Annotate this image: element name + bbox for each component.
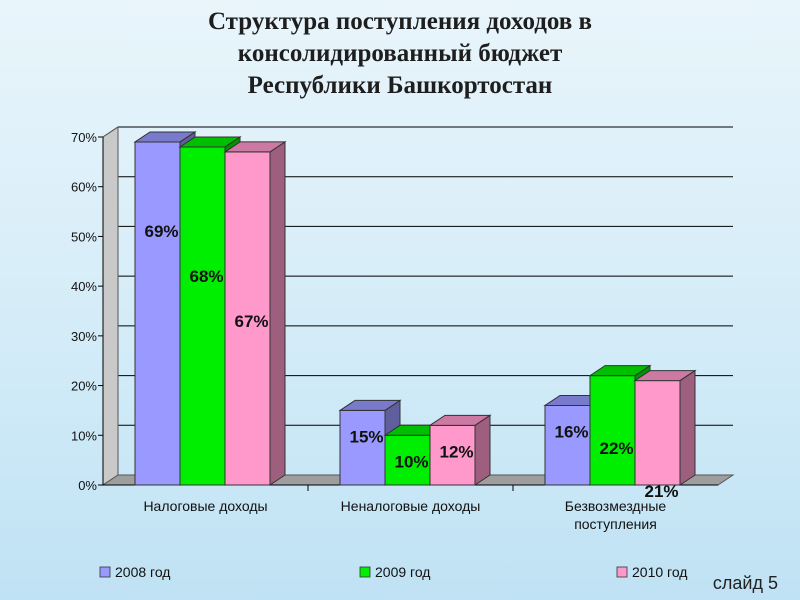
data-label: 22% bbox=[599, 439, 633, 458]
bar-front bbox=[634, 380, 681, 486]
bar-front bbox=[589, 375, 636, 486]
bar-front bbox=[134, 141, 181, 486]
chart-title: Структура поступления доходов в консолид… bbox=[0, 6, 800, 102]
bar-top bbox=[133, 131, 197, 143]
data-label: 68% bbox=[189, 267, 223, 286]
bar-top bbox=[223, 141, 287, 153]
bar-top bbox=[338, 399, 402, 411]
bar-front bbox=[339, 409, 386, 486]
y-tick-label: 30% bbox=[71, 329, 97, 344]
bar-top bbox=[633, 370, 697, 382]
y-tick-label: 50% bbox=[71, 229, 97, 244]
title-line-2: консолидированный бюджет bbox=[237, 40, 563, 67]
y-tick-label: 10% bbox=[71, 428, 97, 443]
slide-number: слайд 5 bbox=[712, 573, 778, 593]
legend-swatch bbox=[99, 566, 111, 578]
x-tick-label: Неналоговые доходы bbox=[341, 498, 481, 514]
bar bbox=[428, 414, 492, 486]
bar-top bbox=[588, 365, 652, 377]
title-line-1: Структура поступления доходов в bbox=[207, 8, 593, 35]
bar-front bbox=[429, 424, 476, 486]
legend-swatch bbox=[359, 566, 371, 578]
data-label: 15% bbox=[349, 427, 383, 446]
y-tick-label: 0% bbox=[78, 478, 97, 493]
y-tick-label: 20% bbox=[71, 379, 97, 394]
data-label: 16% bbox=[554, 422, 588, 441]
data-label: 12% bbox=[439, 442, 473, 461]
data-labels: 69% 68% 67% 15% 10% 12% 16% 22% 21% bbox=[144, 222, 678, 501]
bar-top bbox=[428, 414, 492, 426]
x-tick-label: Налоговые доходы bbox=[143, 498, 267, 514]
data-label: 69% bbox=[144, 222, 178, 241]
bars bbox=[133, 131, 697, 486]
y-tick-label: 70% bbox=[71, 130, 97, 145]
data-label: 21% bbox=[644, 482, 678, 501]
y-tick-label: 60% bbox=[71, 180, 97, 195]
bar-side bbox=[679, 369, 696, 486]
x-tick-label: поступления bbox=[574, 516, 657, 532]
bar-top bbox=[178, 136, 242, 148]
x-tick-label: Безвозмездные bbox=[565, 498, 667, 514]
bar-side bbox=[269, 140, 286, 486]
legend-label: 2010 год bbox=[632, 564, 687, 580]
data-label: 10% bbox=[394, 452, 428, 471]
title-line-3: Республики Башкортостан bbox=[247, 72, 553, 99]
side-wall bbox=[102, 126, 119, 486]
bar-front bbox=[179, 146, 226, 486]
data-label: 67% bbox=[234, 312, 268, 331]
bar bbox=[633, 369, 697, 486]
y-tick-label: 40% bbox=[71, 279, 97, 294]
legend-label: 2009 год bbox=[375, 564, 430, 580]
bar bbox=[223, 140, 287, 486]
bar-front bbox=[544, 404, 591, 486]
bar-side bbox=[474, 414, 491, 486]
legend-swatch bbox=[616, 566, 628, 578]
legend: 2008 год 2009 год 2010 год bbox=[99, 564, 687, 580]
legend-label: 2008 год bbox=[115, 564, 170, 580]
